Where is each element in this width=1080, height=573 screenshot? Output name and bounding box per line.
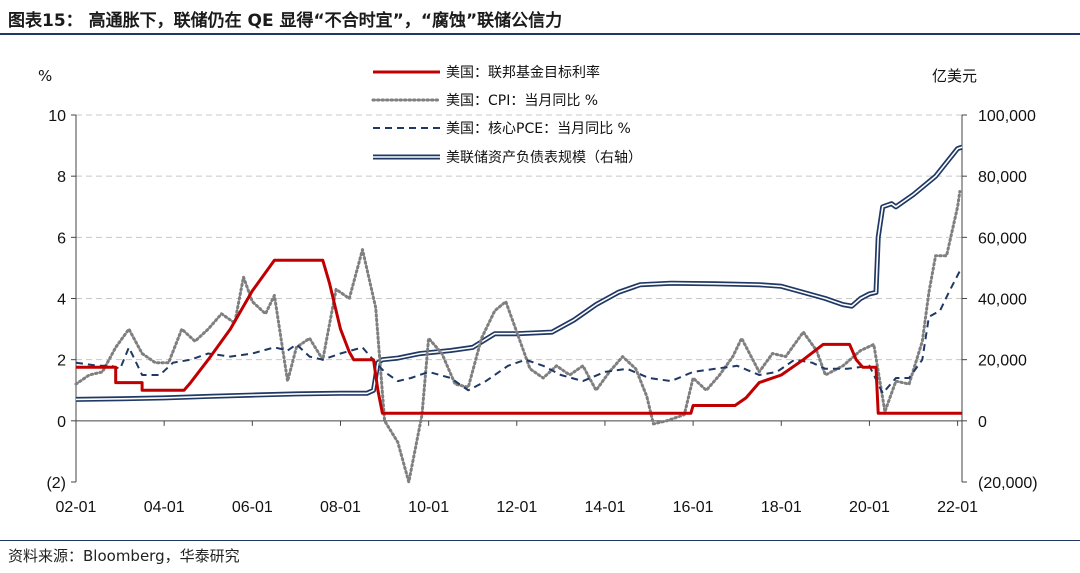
x-tick-label: 06-01 [232,499,273,516]
x-tick-label: 20-01 [849,499,890,516]
legend-label-balance: 美联储资产负债表规模（右轴） [446,150,642,166]
axes [71,114,967,483]
chart-title: 图表15： 高通胀下，联储仍在 QE 显得“不合时宜”，“腐蚀”联储公信力 [8,11,563,31]
series-lines [74,144,963,484]
series-line-0 [76,258,962,415]
y-right-tick-label: (20,000) [978,475,1038,492]
footer-divider [0,540,1080,541]
y-left-tick-label: 2 [57,353,66,370]
series-line-3-inner [75,146,963,401]
x-tick-label: 10-01 [408,499,449,516]
x-tick-label: 08-01 [320,499,361,516]
x-tick-label: 18-01 [761,499,802,516]
y-left-tick-label: 0 [57,414,66,431]
y-left-tick-label: (2) [46,475,66,492]
y-left-unit: % [38,67,52,85]
y-right-tick-label: 60,000 [978,230,1027,247]
legend-label-fed-rate: 美国：联邦基金目标利率 [446,64,600,81]
y-right-unit: 亿美元 [932,67,977,85]
y-left-tick-label: 10 [48,108,66,125]
y-right-tick-label: 100,000 [978,108,1036,125]
x-tick-label: 12-01 [496,499,537,516]
legend-label-core-pce: 美国：核心PCE：当月同比 % [446,121,631,137]
x-tick-label: 22-01 [937,499,978,516]
x-tick-label: 16-01 [673,499,714,516]
x-tick-label: 14-01 [584,499,625,516]
x-tick-label: 02-01 [56,499,97,516]
y-right-tick-label: 0 [978,414,987,431]
legend: 美国：联邦基金目标利率 美国：CPI：当月同比 % 美国：核心PCE：当月同比 … [371,64,642,166]
x-tick-label: 04-01 [144,499,185,516]
y-right-tick-label: 20,000 [978,353,1027,370]
y-right-tick-label: 80,000 [978,169,1027,186]
series-line-1 [74,190,962,484]
legend-label-cpi: 美国：CPI：当月同比 % [446,93,598,109]
y-left-tick-label: 4 [57,292,66,309]
y-right-tick-label: 40,000 [978,292,1027,309]
gridlines [76,114,962,361]
y-left-tick-label: 6 [57,230,66,247]
y-left-tick-label: 8 [57,169,66,186]
source-note: 资料来源：Bloomberg，华泰研究 [8,547,240,565]
title-divider [0,33,1080,35]
tick-labels: (2) 0 2 4 6 8 10 (20,000) 0 20,000 40,000 60,000 80,… [46,108,1037,516]
series-line-2 [75,270,961,395]
